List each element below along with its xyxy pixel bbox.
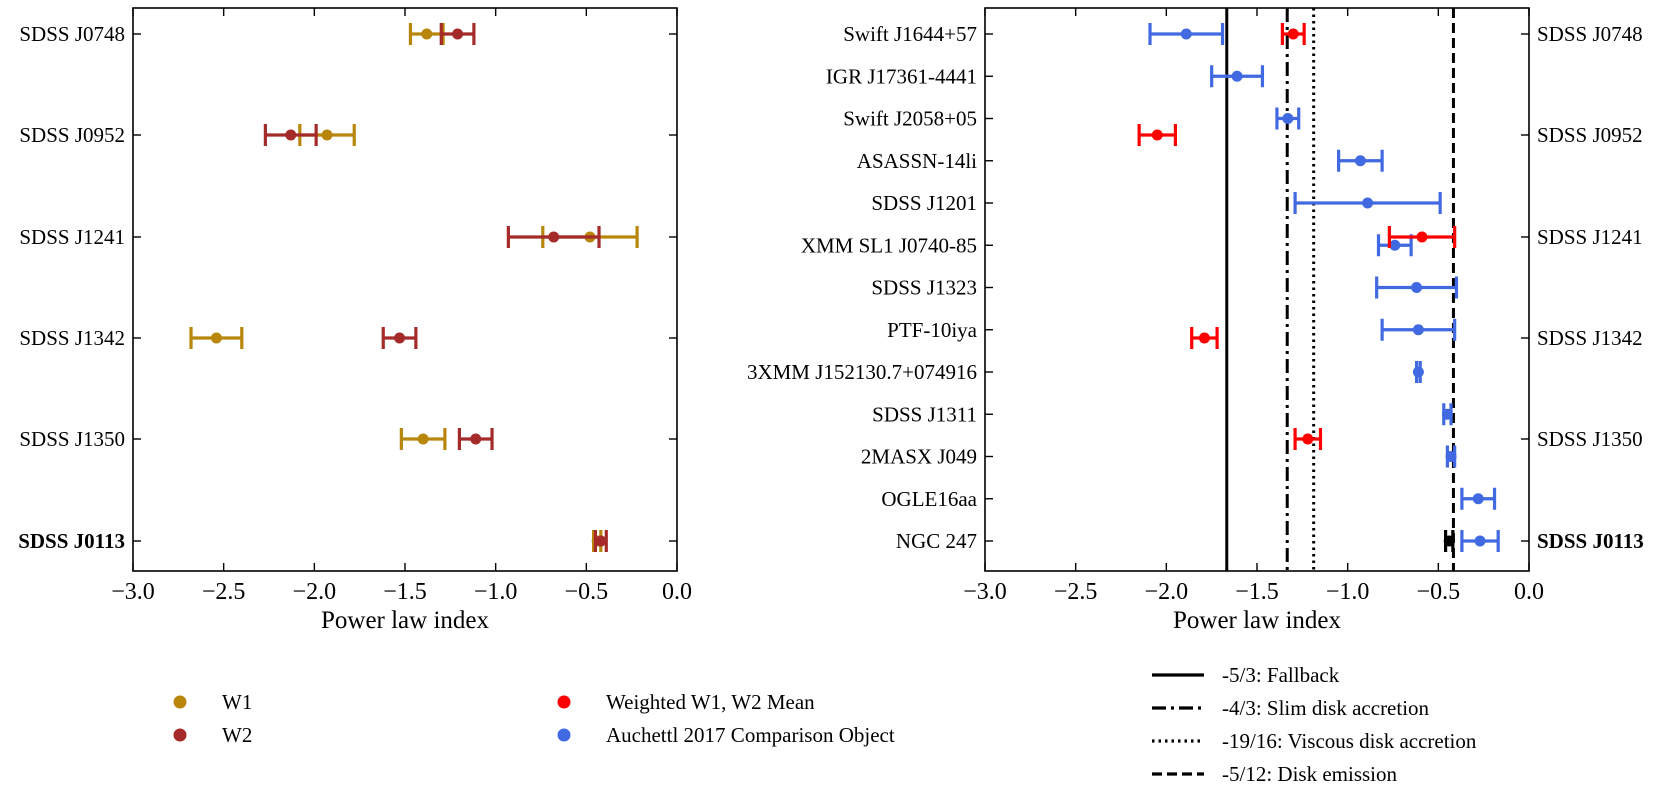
data-point [394,332,406,344]
right-panel: −3.0 −2.5 −2.0 −1.5 −1.0 −0.5 0.0 Power law ind… [747,7,1644,634]
data-point [470,433,482,445]
left-panel: −3.0 −2.5 −2.0 −1.5 −1.0 −0.5 0.0 Power law ind… [18,7,692,634]
data-point [417,433,429,445]
x-tick-label: −2.0 [1145,579,1189,605]
data-point [1198,332,1210,344]
x-axis-label: Power law index [1173,607,1342,634]
legend-label: -4/3: Slim disk accretion [1222,696,1430,720]
legend-marker-1 [173,728,187,742]
y-category-label: SDSS J1311 [872,402,977,426]
data-point [421,28,433,40]
y-category-label: Swift J1644+57 [843,22,977,46]
data-point [1443,535,1455,547]
legend-marker-0 [557,695,571,709]
plot-frame [132,7,678,572]
data-point [1474,535,1486,547]
legend-marker-1 [557,728,571,742]
legend-label: -19/16: Viscous disk accretion [1222,729,1477,753]
y-category-label-right: SDSS J0748 [1537,22,1643,46]
legend-label: -5/12: Disk emission [1222,762,1398,786]
x-tick-label: −0.5 [565,579,609,605]
data-point [1354,155,1366,167]
x-tick-label: 0.0 [1514,579,1544,605]
y-category-label: SDSS J0952 [19,123,125,147]
legend-label: W2 [222,723,252,747]
y-category-label-right: SDSS J0113 [1537,529,1644,553]
y-category-label: XMM SL1 J0740-85 [801,233,977,257]
y-category-label: SDSS J1323 [871,276,977,300]
data-point [1180,28,1192,40]
legend-label: Weighted W1, W2 Mean [606,690,815,714]
data-point [452,28,464,40]
y-category-label: IGR J17361-4441 [826,64,977,88]
data-point [1472,493,1484,505]
y-category-label: OGLE16aa [881,487,977,511]
y-category-label-right: SDSS J0952 [1537,123,1643,147]
x-tick-label: −1.0 [474,579,518,605]
x-tick-label: −3.0 [963,579,1007,605]
data-point [321,129,333,141]
x-tick-label: −2.0 [293,579,337,605]
x-tick-label: −1.5 [1235,579,1279,605]
x-tick-label: −1.5 [383,579,427,605]
y-category-label: SDSS J0113 [18,529,125,553]
x-tick-label: −3.0 [111,579,155,605]
y-category-label: PTF-10iya [887,318,978,342]
y-category-label: Swift J2058+05 [843,107,977,131]
data-point [1389,239,1401,251]
data-point [1287,28,1299,40]
legend-marker-0 [173,695,187,709]
y-category-label-right: SDSS J1342 [1537,326,1643,350]
y-category-label: SDSS J1201 [871,191,977,215]
data-point [1416,231,1428,243]
data-point [1151,129,1163,141]
legend-label: Auchettl 2017 Comparison Object [606,723,895,747]
data-point [548,231,560,243]
x-tick-label: −2.5 [202,579,246,605]
y-category-label: ASASSN-14li [857,149,977,173]
x-tick-label: 0.0 [662,579,692,605]
y-category-label: 3XMM J152130.7+074916 [747,360,977,384]
data-point [1445,451,1457,462]
data-point [595,535,607,547]
data-point [1412,366,1424,378]
data-point [1412,324,1424,336]
legends: W1 W2 Weighted W1, W2 Mean Auchettl 2017 Co… [173,663,1477,786]
y-category-label: SDSS J0748 [19,22,125,46]
y-category-label: SDSS J1241 [19,225,125,249]
legend-label: -5/3: Fallback [1222,663,1340,687]
x-tick-label: −0.5 [1417,579,1461,605]
legend-label: W1 [222,690,252,714]
plot-frame [984,7,1530,572]
x-tick-label: −2.5 [1054,579,1098,605]
data-point [1282,113,1294,124]
x-tick-label: −1.0 [1326,579,1370,605]
data-point [1231,70,1243,82]
y-category-label: 2MASX J049 [861,445,977,469]
data-point [1411,282,1423,293]
y-category-label-right: SDSS J1241 [1537,225,1643,249]
y-category-label-right: SDSS J1350 [1537,427,1643,451]
data-point [1362,197,1374,209]
y-category-label: SDSS J1350 [19,427,125,451]
x-axis-label: Power law index [321,607,490,634]
y-category-label: NGC 247 [896,529,977,553]
data-point [210,332,222,344]
data-point [1441,408,1453,420]
data-point [285,129,297,141]
data-point [1302,433,1314,445]
y-category-label: SDSS J1342 [19,326,125,350]
